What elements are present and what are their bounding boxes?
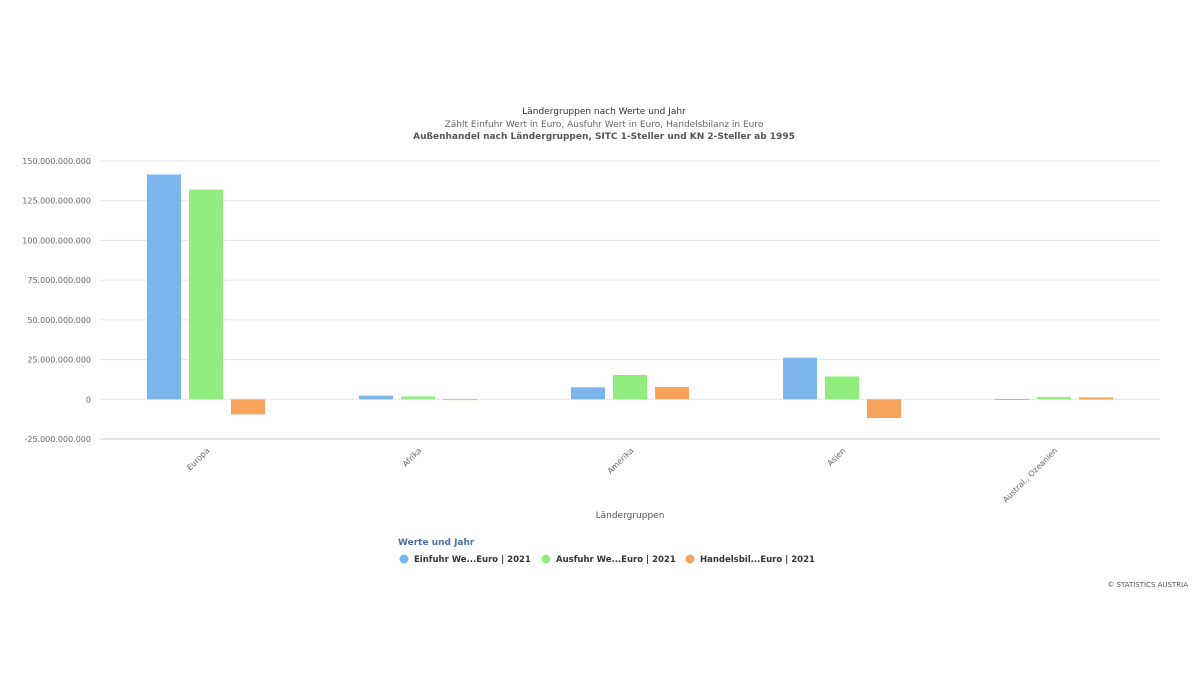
y-tick-label: 0 [86, 395, 91, 404]
y-tick-label: 50.000.000.000 [27, 316, 91, 325]
grid-lines [100, 160, 1160, 440]
y-tick-label: 25.000.000.000 [27, 356, 91, 365]
legend-label: Ausfuhr We...Euro | 2021 [556, 555, 676, 565]
x-tick-label: Austral., Ozeanien [1001, 446, 1059, 504]
legend-item-2[interactable]: Handelsbil...Euro | 2021 [685, 554, 815, 566]
chart-title: Ländergruppen nach Werte und Jahr [522, 107, 686, 117]
x-axis-tick-labels: Europa Afrika Amerika Asien Austral., Ozeani… [185, 446, 1059, 504]
legend-label: Einfuhr We...Euro | 2021 [414, 555, 531, 565]
legend-title: Werte und Jahr [398, 538, 475, 548]
bar-0-1[interactable] [359, 395, 393, 400]
bar-1-2[interactable] [613, 374, 647, 400]
bar-0-2[interactable] [571, 387, 605, 400]
bar-1-0[interactable] [189, 189, 223, 400]
bar-2-1[interactable] [443, 399, 477, 401]
y-axis-tick-labels: -25.000.000.000 0 25.000.000.000 50.000.000… [22, 157, 91, 444]
bar-2-3[interactable] [867, 399, 901, 419]
bar-0-0[interactable] [147, 174, 181, 400]
y-tick-label: -25.000.000.000 [24, 435, 91, 444]
y-tick-label: 125.000.000.000 [22, 197, 91, 206]
x-tick-label: Afrika [401, 446, 424, 469]
legend-item-0[interactable]: Einfuhr We...Euro | 2021 [399, 554, 531, 566]
bar-0-4[interactable] [995, 399, 1029, 400]
chart-subtitle: Zählt Einfuhr Wert in Euro, Ausfuhr Wert… [445, 120, 764, 130]
chart-subtitle-secondary: Außenhandel nach Ländergruppen, SITC 1-S… [413, 132, 795, 142]
legend-swatch [399, 554, 409, 564]
bar-1-3[interactable] [825, 376, 859, 400]
y-tick-label: 150.000.000.000 [22, 157, 91, 166]
legend-swatch [685, 554, 695, 564]
x-tick-label: Asien [826, 446, 848, 468]
legend-item-1[interactable]: Ausfuhr We...Euro | 2021 [541, 554, 676, 566]
bars [147, 174, 1113, 419]
bar-2-2[interactable] [655, 387, 689, 400]
x-tick-label: Amerika [606, 446, 636, 476]
x-axis-title: Ländergruppen [596, 511, 665, 521]
bar-1-4[interactable] [1037, 397, 1071, 400]
bar-2-4[interactable] [1079, 397, 1113, 400]
y-tick-label: 100.000.000.000 [22, 236, 91, 245]
legend-label: Handelsbil...Euro | 2021 [700, 555, 815, 565]
bar-1-1[interactable] [401, 396, 435, 400]
credit-text[interactable]: © STATISTICS AUSTRIA [1107, 581, 1188, 589]
bar-0-3[interactable] [783, 357, 817, 400]
bar-2-0[interactable] [231, 399, 265, 415]
y-tick-label: 75.000.000.000 [27, 276, 91, 285]
x-tick-label: Europa [185, 446, 211, 472]
legend-swatch [541, 554, 551, 564]
legend[interactable]: Einfuhr We...Euro | 2021 Ausfuhr We...Eur… [399, 554, 815, 566]
